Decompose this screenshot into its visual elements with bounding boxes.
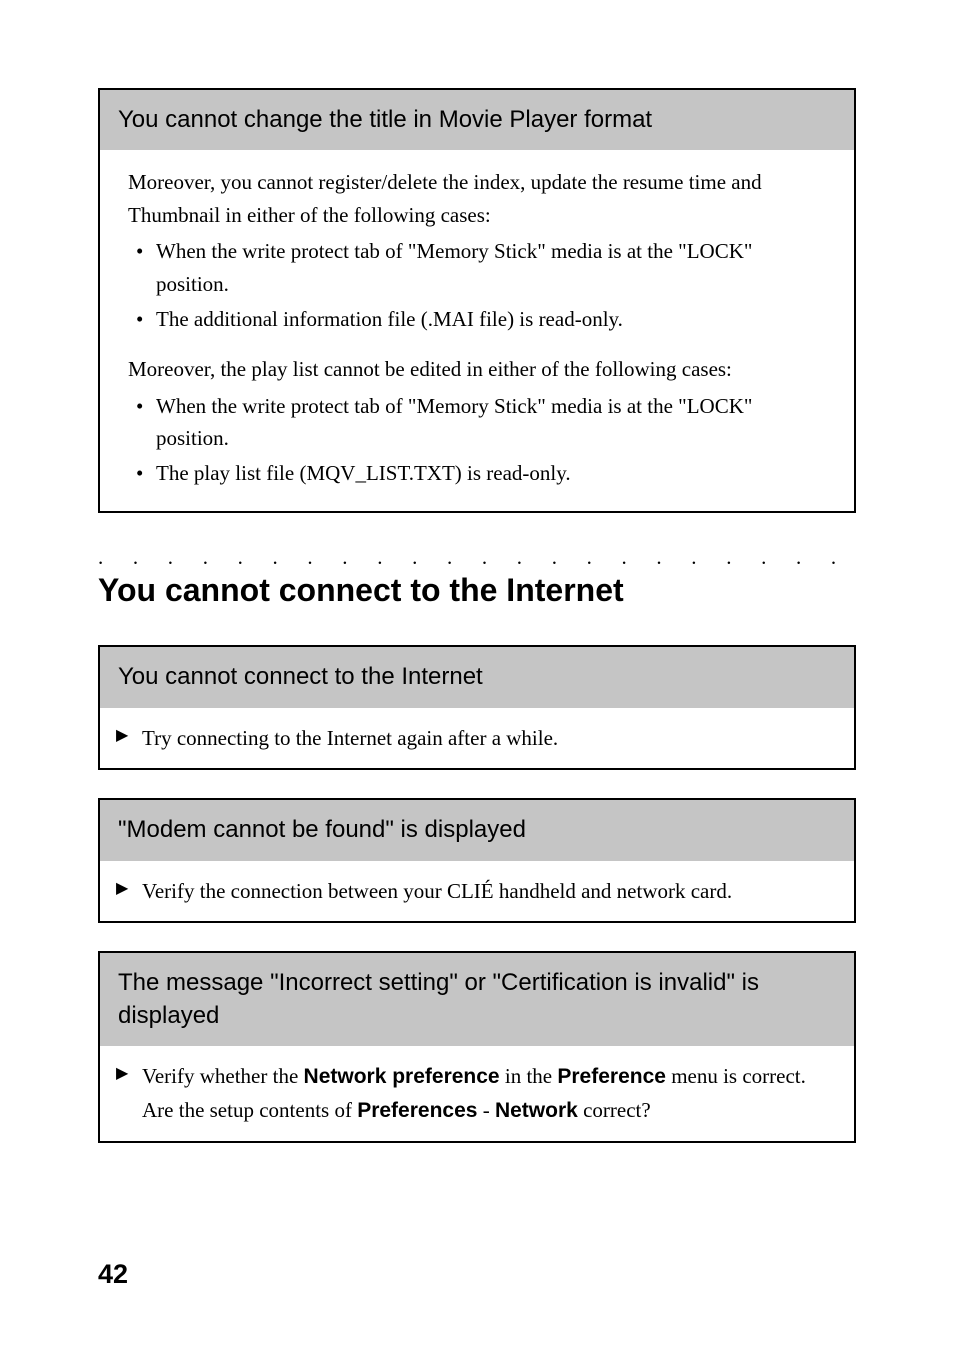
bold-text: Network preference bbox=[304, 1065, 500, 1088]
section-incorrect-setting: The message "Incorrect setting" or "Cert… bbox=[98, 951, 856, 1143]
section-modem-not-found: "Modem cannot be found" is displayed Ver… bbox=[98, 798, 856, 923]
section-body: Verify whether the Network preference in… bbox=[100, 1046, 854, 1141]
text-fragment: Are the setup contents of bbox=[142, 1098, 357, 1122]
bullet-list: When the write protect tab of "Memory St… bbox=[128, 235, 826, 335]
list-item: The additional information file (.MAI fi… bbox=[128, 303, 826, 336]
section-body: Moreover, you cannot register/delete the… bbox=[100, 150, 854, 511]
arrow-item: Verify whether the Network preference in… bbox=[116, 1060, 834, 1127]
arrow-item: Verify the connection between your CLIÉ … bbox=[116, 875, 834, 908]
list-item: When the write protect tab of "Memory St… bbox=[128, 390, 826, 455]
section-body: Verify the connection between your CLIÉ … bbox=[100, 861, 854, 922]
section-header: The message "Incorrect setting" or "Cert… bbox=[100, 953, 854, 1046]
dotted-divider: . . . . . . . . . . . . . . . . . . . . … bbox=[98, 545, 856, 570]
main-heading: You cannot connect to the Internet bbox=[98, 572, 856, 609]
text-fragment: menu is correct. bbox=[666, 1064, 806, 1088]
section-internet-connect: You cannot connect to the Internet Try c… bbox=[98, 645, 856, 770]
text-fragment: in the bbox=[500, 1064, 558, 1088]
list-item: When the write protect tab of "Memory St… bbox=[128, 235, 826, 300]
section-header: You cannot connect to the Internet bbox=[100, 647, 854, 707]
text-fragment: Verify whether the bbox=[142, 1064, 304, 1088]
text-fragment: correct? bbox=[578, 1098, 651, 1122]
section-header: You cannot change the title in Movie Pla… bbox=[100, 90, 854, 150]
bold-text: Preferences bbox=[357, 1099, 477, 1122]
paragraph: Moreover, you cannot register/delete the… bbox=[128, 166, 826, 231]
page-number: 42 bbox=[98, 1259, 128, 1290]
bold-text: Preference bbox=[557, 1065, 666, 1088]
list-item: The play list file (MQV_LIST.TXT) is rea… bbox=[128, 457, 826, 490]
section-header: "Modem cannot be found" is displayed bbox=[100, 800, 854, 860]
arrow-item: Try connecting to the Internet again aft… bbox=[116, 722, 834, 755]
bullet-list: When the write protect tab of "Memory St… bbox=[128, 390, 826, 490]
text-fragment: - bbox=[477, 1098, 495, 1122]
paragraph: Moreover, the play list cannot be edited… bbox=[128, 353, 826, 386]
section-movie-player: You cannot change the title in Movie Pla… bbox=[98, 88, 856, 513]
bold-text: Network bbox=[495, 1099, 578, 1122]
section-body: Try connecting to the Internet again aft… bbox=[100, 708, 854, 769]
